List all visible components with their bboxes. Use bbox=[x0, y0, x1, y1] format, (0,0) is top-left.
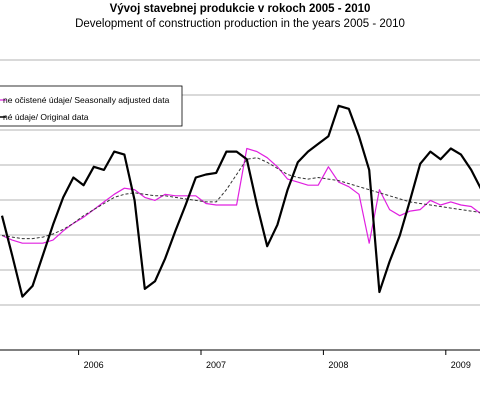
legend: ne očistené údaje/ Seasonally adjusted d… bbox=[0, 85, 183, 127]
series-lines bbox=[0, 104, 480, 298]
x-tick-label: 2008 bbox=[328, 360, 348, 370]
chart-subtitle: Development of construction production i… bbox=[75, 18, 405, 30]
x-tick-label: 2006 bbox=[84, 360, 104, 370]
legend-entry-original: né údaje/ Original data bbox=[3, 112, 89, 122]
series-line-original bbox=[0, 104, 480, 298]
chart-title: Vývoj stavebnej produkcie v rokoch 2005 … bbox=[109, 3, 371, 15]
x-tick-label: 2007 bbox=[206, 360, 226, 370]
x-axis-ticks: 2006 2007 2008 2009 bbox=[78, 350, 471, 370]
series-line-trend bbox=[1, 157, 480, 240]
legend-entry-seasonally-adjusted: ne očistené údaje/ Seasonally adjusted d… bbox=[3, 95, 170, 105]
series-line-seasonally-adjusted bbox=[1, 147, 480, 244]
x-tick-label: 2009 bbox=[451, 360, 471, 370]
legend-box bbox=[0, 85, 183, 127]
